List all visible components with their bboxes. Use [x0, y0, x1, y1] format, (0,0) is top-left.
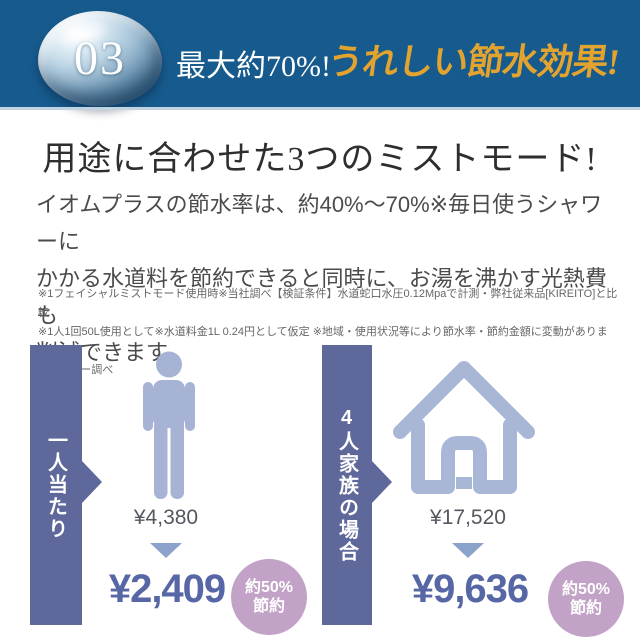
note-line: ※1フェイシャルミストモード使用時※当社調べ【検証条件】水道蛇口水圧0.12Mp… [38, 288, 618, 319]
savings-badge: 約50% 節約 [231, 559, 307, 635]
down-arrow-icon [452, 543, 484, 558]
header-title: うれしい節水効果! [324, 42, 622, 82]
badge-line: 節約 [569, 600, 602, 617]
header-ratio-text: 最大約70%! [176, 50, 331, 83]
section-number: 03 [74, 32, 126, 85]
price-before: ¥4,380 [133, 506, 199, 529]
price-after: ¥9,636 [411, 567, 529, 611]
ribbon-label: 4人家族の場合 [335, 407, 358, 563]
page-title: 用途に合わせた3つのミストモード! [42, 141, 598, 178]
header-bottom-strip [0, 107, 640, 110]
badge-line: 節約 [252, 598, 285, 615]
ribbon-label: 一人当たり [44, 430, 67, 540]
ribbon-arrow-icon [372, 461, 392, 503]
price-before: ¥17,520 [430, 506, 506, 529]
price-after: ¥2,409 [108, 567, 226, 611]
header-band: 03 最大約70%! うれしい節水効果! [0, 0, 640, 110]
body-line: かかる水道料を節約できると同時に、お湯を沸かす光熱費も [36, 266, 607, 328]
person-icon [138, 351, 200, 506]
badge-line: 約50% [561, 581, 611, 598]
down-arrow-icon [150, 543, 182, 558]
badge-line: 約50% [244, 579, 294, 596]
house-icon [388, 347, 540, 507]
ribbon-arrow-icon [82, 461, 102, 503]
ribbon-per-person: 一人当たり [30, 345, 82, 625]
ribbon-family: 4人家族の場合 [322, 345, 372, 625]
savings-badge: 約50% 節約 [548, 561, 624, 637]
body-line: イオムプラスの節水率は、約40%〜70%※毎日使うシャワーに [36, 192, 603, 254]
water-droplet-icon: 03 [38, 11, 162, 106]
